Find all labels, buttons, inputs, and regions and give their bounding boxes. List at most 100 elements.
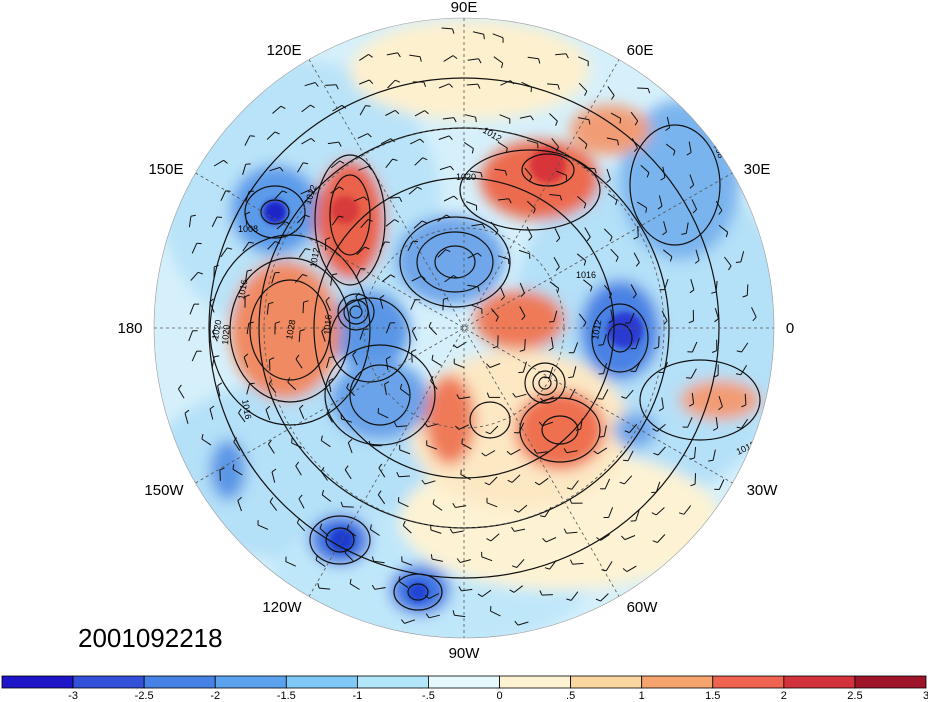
wind-barb-flag [593, 450, 598, 455]
wind-barb-flag [452, 344, 458, 349]
wind-barb-shaft [578, 82, 588, 92]
wind-barb-shaft [238, 412, 246, 423]
wind-barb-flag [533, 208, 536, 214]
wind-barb-flag [209, 298, 214, 303]
wind-barb-flag [317, 583, 320, 589]
wind-barb-shaft [299, 408, 305, 419]
lon-label-90w: 90W [449, 645, 481, 662]
wind-barb-flag [421, 275, 426, 280]
wind-barb-flag [621, 396, 627, 399]
anomaly-blue-alaska [330, 360, 430, 440]
wind-barb-shaft [608, 507, 614, 518]
wind-barb-shaft [548, 366, 554, 378]
wind-barb-shaft [344, 552, 354, 562]
wind-barb-shaft [500, 80, 511, 86]
wind-barb-shaft [341, 418, 353, 423]
wind-barb-shaft [494, 168, 506, 172]
wind-barb-flag [564, 397, 571, 400]
wind-barb-shaft [298, 330, 301, 342]
wind-barb-shaft [466, 83, 478, 86]
wind-barb-shaft [342, 506, 354, 508]
wind-barb-flag [728, 265, 732, 271]
wind-barb-shaft [404, 619, 416, 624]
wind-barb-shaft [444, 275, 454, 283]
longitude-labels: 90E 60E 30E 0 30W 60W 90W 120W 150W 180 … [117, 0, 794, 662]
wind-barb-shaft [631, 137, 638, 149]
wind-barb-shaft [325, 300, 331, 312]
wind-barb-shaft [455, 505, 467, 508]
wind-barb-flag [390, 274, 396, 278]
wind-barb-flag [486, 363, 491, 368]
wind-barb-flag [510, 80, 515, 85]
wind-barb-flag [419, 56, 422, 62]
wind-barb-flag [268, 301, 274, 305]
wind-barb-shaft [244, 135, 251, 146]
wind-barb-shaft [471, 304, 482, 310]
wind-barb-flag [214, 264, 219, 268]
wind-barb-flag [565, 53, 569, 59]
wind-barb-shaft [712, 449, 716, 461]
wind-barb-shaft [662, 166, 666, 178]
wind-barb-shaft [190, 271, 199, 281]
wind-barb-shaft [201, 438, 212, 446]
wind-barb-flag [609, 236, 613, 242]
wind-barb-flag [325, 296, 330, 302]
wind-barb-shaft [549, 559, 557, 570]
wind-barb-flag [633, 236, 639, 240]
wind-barb-shaft [357, 133, 369, 139]
wind-barb-flag [681, 232, 687, 235]
wind-barb-flag [302, 273, 308, 277]
wind-barb-shaft [295, 465, 302, 476]
wind-barb-shaft [637, 87, 649, 89]
wind-barb-shaft [549, 281, 560, 289]
wind-barb-flag [399, 383, 403, 389]
wind-barb-flag [539, 590, 543, 596]
wind-barb-flag [736, 426, 742, 429]
colorbar-tick-label: -1 [352, 690, 362, 702]
wind-barb-flag [495, 230, 499, 236]
wind-barb-flag [274, 271, 280, 274]
wind-barb-flag [197, 271, 203, 275]
colorbar-bin [285, 675, 358, 689]
wind-barb-shaft [515, 393, 527, 398]
wind-barb-flag [280, 105, 286, 110]
wind-barb-flag [326, 408, 331, 414]
wind-barb-shaft [189, 303, 195, 315]
wind-barb-shaft [353, 196, 365, 202]
wind-barb-flag [711, 350, 717, 353]
colorbar-bin [854, 675, 927, 689]
wind-barb-shaft [630, 111, 639, 122]
wind-barb-flag [484, 482, 490, 486]
wind-barb-flag [219, 467, 225, 471]
wind-barb-shaft [388, 196, 400, 199]
wind-barb-flag [635, 262, 640, 267]
lon-label-150e: 150E [148, 161, 183, 178]
wind-barb-flag [452, 28, 455, 34]
wind-barb-shaft [386, 52, 398, 56]
wind-barb-flag [243, 353, 249, 358]
wind-barb-flag [378, 463, 383, 469]
colorbar-tick-label: 3 [923, 690, 928, 702]
wind-barb-shaft [513, 585, 524, 593]
wind-barb-flag [303, 300, 309, 303]
lon-label-120w: 120W [262, 599, 302, 616]
wind-barb-flag [385, 356, 391, 360]
wind-barb-shaft [718, 225, 729, 233]
wind-barb-shaft [527, 56, 539, 60]
wind-barb-flag [217, 382, 223, 387]
wind-barb-shaft [211, 216, 218, 228]
wind-barb-shaft [481, 556, 493, 562]
wind-barb-shaft [245, 214, 248, 226]
wind-barb-shaft [688, 141, 692, 153]
wind-barb-shaft [331, 215, 340, 226]
wind-barb-shaft [385, 158, 393, 169]
wind-barb-shaft [541, 594, 553, 596]
wind-barb-flag [248, 321, 254, 324]
colorbar-bin [1, 675, 74, 689]
wind-barb-shaft [497, 255, 509, 260]
wind-barb-shaft [499, 286, 505, 297]
wind-barb-flag [328, 378, 334, 382]
wind-barb-flag [296, 518, 300, 524]
wind-barb-flag [690, 483, 696, 487]
wind-barb-flag [556, 237, 561, 243]
